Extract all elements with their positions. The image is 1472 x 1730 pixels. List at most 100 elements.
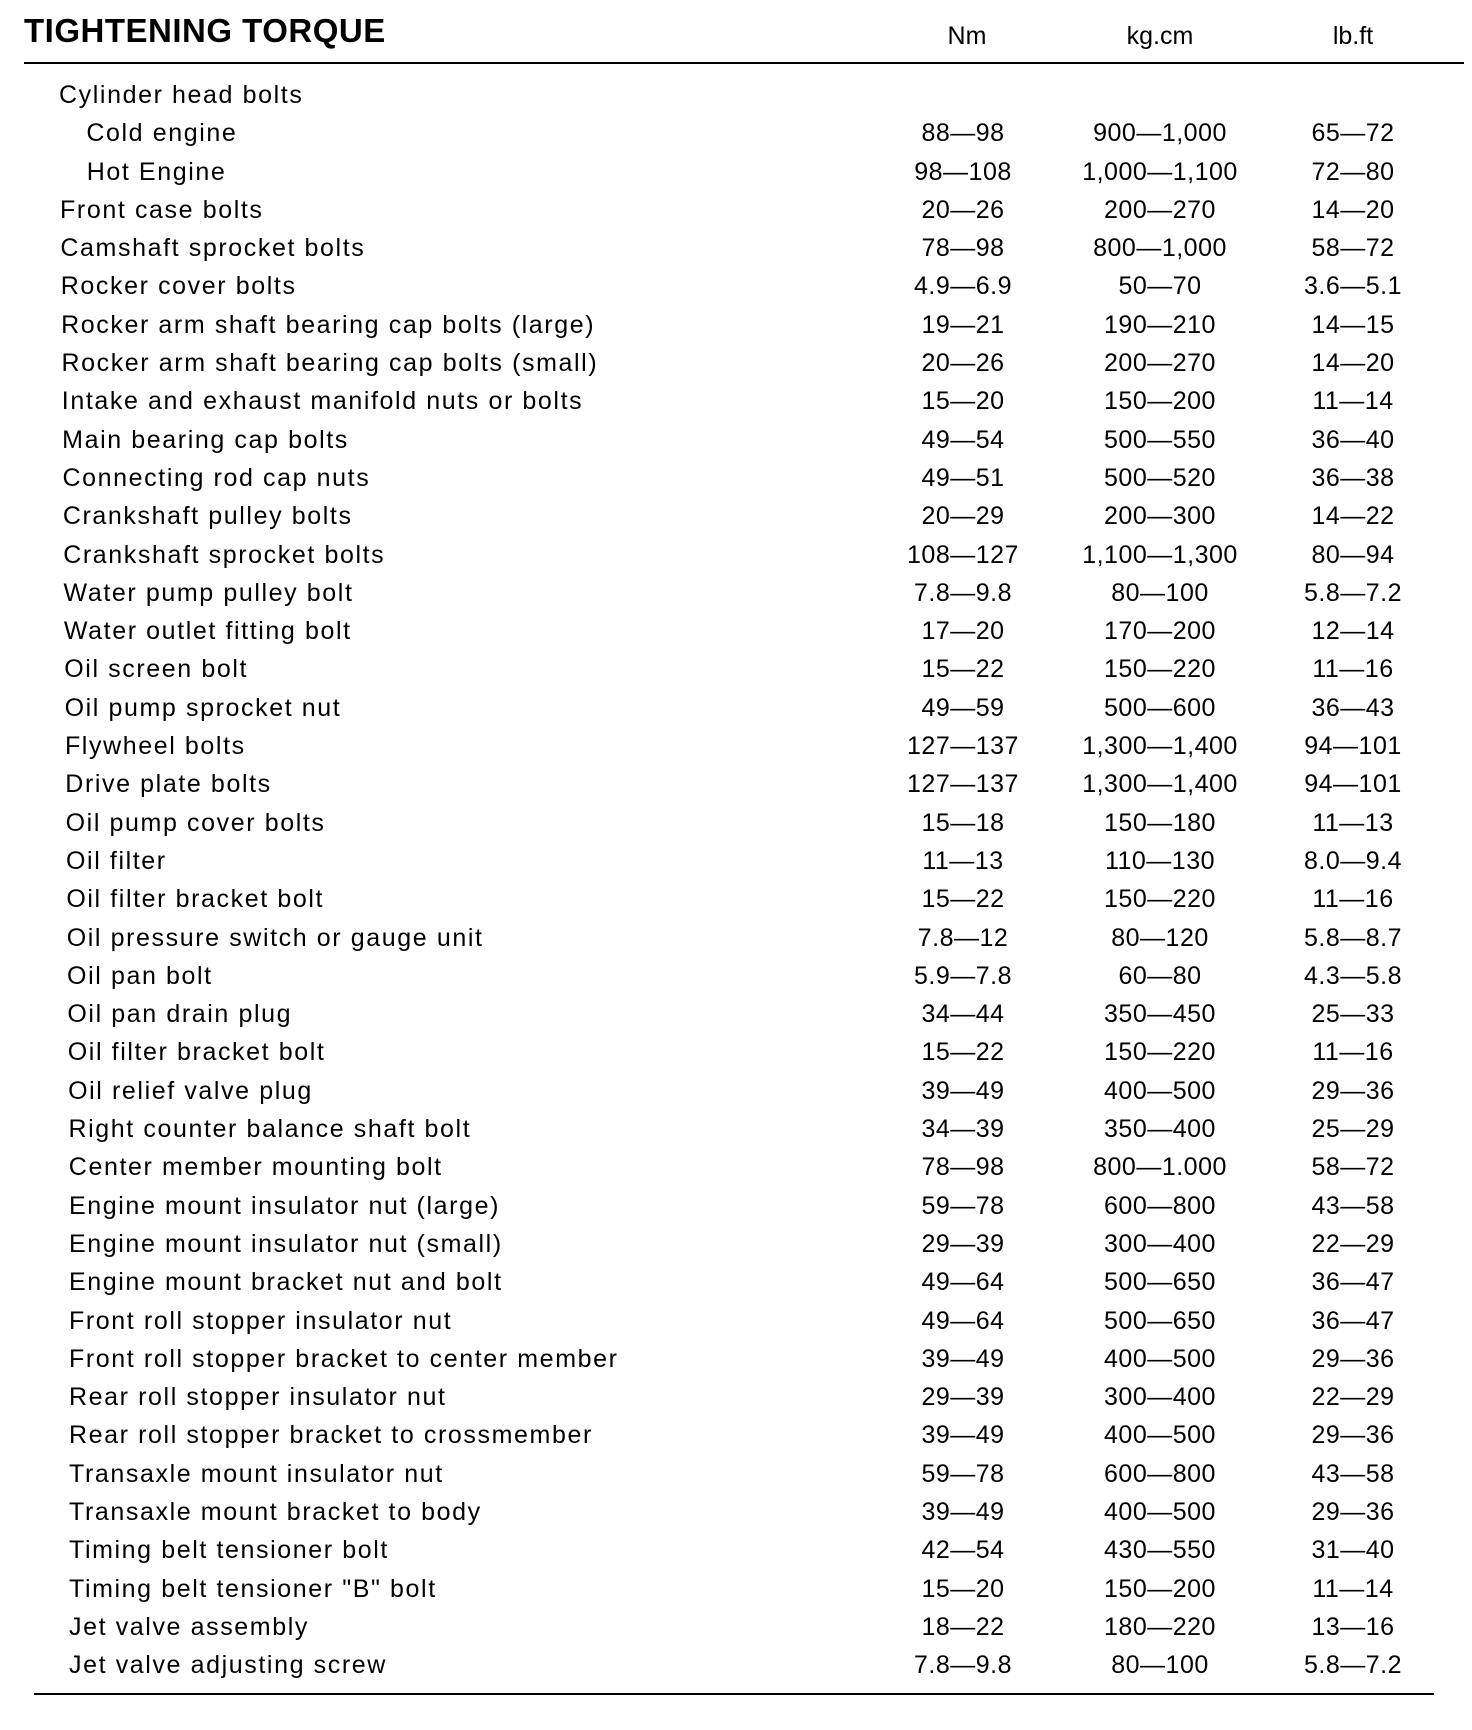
nm-value: 15—18 [921,808,1005,837]
lbft-value: 5.8—7.2 [1303,1651,1402,1680]
nm-value: 15—20 [921,1574,1005,1603]
nm-value: 49—51 [921,463,1005,492]
row-label: Rocker arm shaft bearing cap bolts (larg… [61,310,596,339]
lbft-value: 36—47 [1311,1306,1395,1335]
table-row: Cold engine 88—98 900—1,000 65—72 [0,114,1472,152]
table-row: Crankshaft sprocket bolts 108—127 1,100—1,… [0,536,1472,574]
kgcm-value: 150—220 [1104,655,1216,684]
table-row: Oil filter bracket bolt 15—22 150—220 11—16 [0,1033,1472,1071]
row-label: Rear roll stopper insulator nut [69,1383,447,1412]
nm-value: 4.9—6.9 [913,272,1012,301]
table-row: Transaxle mount bracket to body 39—49 400—… [0,1493,1472,1531]
nm-value: 17—20 [921,617,1005,646]
kgcm-value: 900—1,000 [1093,119,1227,148]
lbft-value: 13—16 [1311,1612,1395,1641]
lbft-value: 11—16 [1312,885,1394,914]
table-row: Cylinder head bolts [0,76,1472,114]
table-row: Engine mount insulator nut (large) 59—78 6… [0,1187,1472,1225]
lbft-value: 29—36 [1311,1421,1395,1450]
row-label: Center member mounting bolt [68,1153,443,1182]
kgcm-value: 190—210 [1104,310,1216,339]
kgcm-value: 500—550 [1104,425,1216,454]
row-label: Oil filter bracket bolt [66,885,325,914]
table-row: Right counter balance shaft bolt 34—39 350… [0,1110,1472,1148]
nm-value: 127—137 [907,732,1019,761]
lbft-value: 43—58 [1311,1459,1395,1488]
kgcm-value: 1,300—1,400 [1082,732,1238,761]
lbft-value: 11—14 [1312,1574,1394,1603]
kgcm-value: 60—80 [1118,961,1202,990]
row-label: Transaxle mount insulator nut [69,1459,444,1488]
table-row: Center member mounting bolt 78—98 800—1.00… [0,1148,1472,1186]
nm-value: 78—98 [921,234,1005,263]
row-label: Crankshaft pulley bolts [62,502,353,531]
table-row: Transaxle mount insulator nut 59—78 600—80… [0,1455,1472,1493]
kgcm-value: 150—220 [1104,885,1216,914]
lbft-value: 22—29 [1311,1229,1395,1258]
nm-value: 39—49 [921,1344,1005,1373]
lbft-value: 22—29 [1311,1383,1395,1412]
kgcm-value: 180—220 [1104,1612,1216,1641]
kgcm-value: 110—130 [1104,846,1216,875]
table-row: Rocker cover bolts 4.9—6.9 50—70 3.6—5.1 [0,267,1472,305]
lbft-value: 11—16 [1312,1038,1394,1067]
nm-value: 29—39 [921,1383,1005,1412]
lbft-value: 14—15 [1311,310,1395,339]
nm-value: 19—21 [921,310,1005,339]
table-row: Oil pan drain plug 34—44 350—450 25—33 [0,995,1472,1033]
row-label: Oil pressure switch or gauge unit [66,923,484,952]
lbft-value: 29—36 [1311,1076,1395,1105]
kgcm-value: 500—650 [1104,1268,1216,1297]
kgcm-value: 500—600 [1104,693,1216,722]
row-label: Cylinder head bolts [59,81,304,109]
row-label: Oil pump sprocket nut [64,693,342,722]
nm-value: 98—108 [914,157,1012,186]
row-label: Transaxle mount bracket to body [69,1497,482,1526]
table-row: Front roll stopper bracket to center mem… [0,1340,1472,1378]
row-label: Jet valve adjusting screw [69,1651,387,1680]
row-label: Jet valve assembly [69,1612,309,1641]
row-label: Cold engine [86,119,238,148]
nm-value: 49—59 [921,693,1005,722]
column-header-kgcm: kg.cm [1126,22,1194,50]
table-row: Oil filter 11—13 110—130 8.0—9.4 [0,842,1472,880]
table-row: Hot Engine 98—108 1,000—1,100 72—80 [0,153,1472,191]
table-row: Engine mount bracket nut and bolt 49—64 50… [0,1263,1472,1301]
row-label: Crankshaft sprocket bolts [63,540,386,569]
nm-value: 42—54 [921,1536,1005,1565]
nm-value: 34—39 [921,1115,1005,1144]
table-row: Intake and exhaust manifold nuts or bolt… [0,382,1472,420]
nm-value: 11—13 [922,846,1004,875]
kgcm-value: 200—300 [1104,502,1216,531]
row-label: Oil pan drain plug [67,1000,293,1029]
lbft-value: 11—13 [1312,808,1394,837]
row-label: Front roll stopper insulator nut [69,1306,453,1335]
column-header-nm: Nm [947,22,987,50]
table-row: Main bearing cap bolts 49—54 500—550 36—40 [0,421,1472,459]
table-row: Rocker arm shaft bearing cap bolts (larg… [0,306,1472,344]
kgcm-value: 170—200 [1104,617,1216,646]
table-row: Oil pressure switch or gauge unit 7.8—12 8… [0,919,1472,957]
kgcm-value: 1,300—1,400 [1082,770,1238,799]
lbft-value: 29—36 [1311,1344,1395,1373]
lbft-value: 25—29 [1311,1115,1395,1144]
nm-value: 15—22 [921,885,1005,914]
table-row: Crankshaft pulley bolts 20—29 200—300 14—22 [0,497,1472,535]
nm-value: 39—49 [921,1497,1005,1526]
kgcm-value: 300—400 [1104,1383,1216,1412]
table-row: Rear roll stopper bracket to crossmember… [0,1416,1472,1454]
lbft-value: 58—72 [1311,234,1395,263]
kgcm-value: 50—70 [1118,272,1202,301]
lbft-value: 94—101 [1304,770,1402,799]
lbft-value: 5.8—8.7 [1303,923,1402,952]
lbft-value: 14—22 [1311,502,1395,531]
nm-value: 15—22 [921,655,1005,684]
table-row: Oil relief valve plug 39—49 400—500 29—36 [0,1072,1472,1110]
nm-value: 108—127 [907,540,1019,569]
row-label: Front case bolts [60,195,264,224]
row-label: Oil filter [66,846,167,875]
footer-rule [34,1693,1434,1695]
kgcm-value: 350—450 [1104,1000,1216,1029]
kgcm-value: 150—220 [1104,1038,1216,1067]
row-label: Oil pump cover bolts [65,808,326,837]
